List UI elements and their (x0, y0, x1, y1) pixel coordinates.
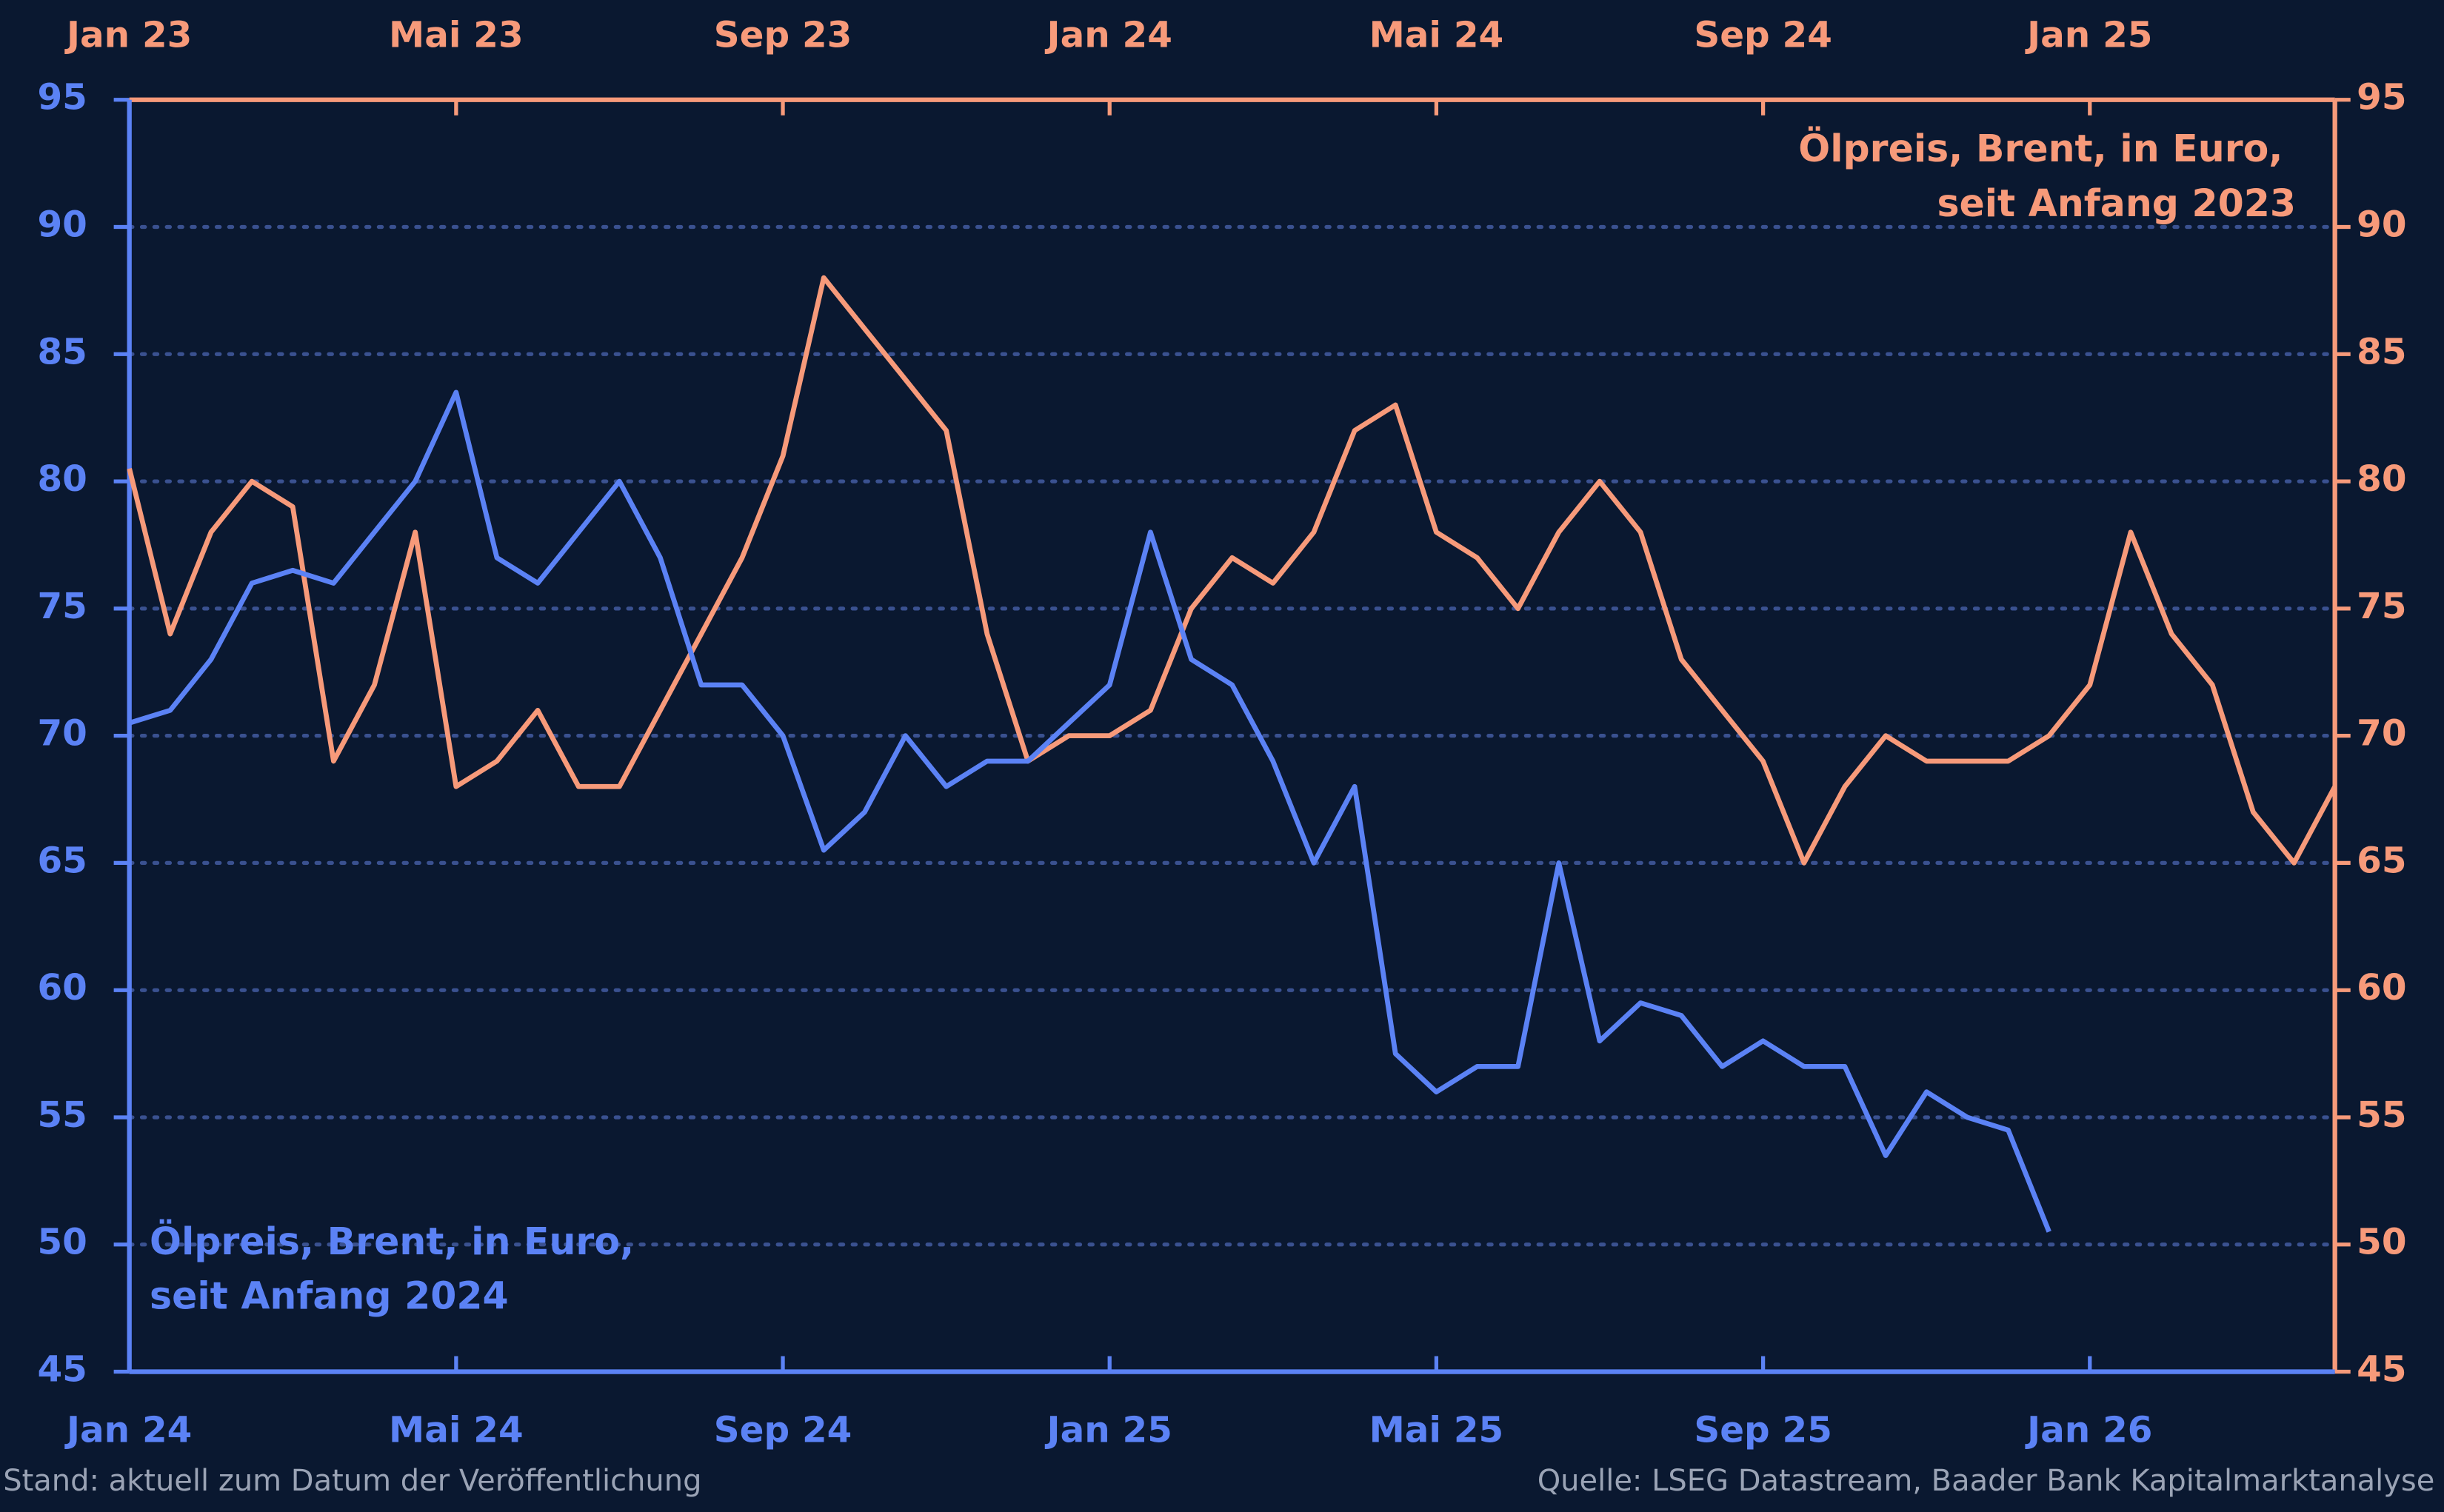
x2-tick-label: Sep 24 (1694, 15, 1832, 56)
x-tick-label: Sep 25 (1694, 1410, 1832, 1451)
x2-tick-label: Jan 23 (64, 15, 192, 56)
y2-tick-label: 75 (2357, 586, 2406, 627)
x2-tick-label: Mai 24 (1369, 15, 1504, 56)
y2-tick-label: 95 (2357, 77, 2406, 118)
x-tick-label: Jan 25 (1045, 1410, 1172, 1451)
y2-tick-label: 50 (2357, 1222, 2406, 1263)
y2-tick-label: 70 (2357, 713, 2406, 755)
y2-tick-label: 65 (2357, 840, 2406, 881)
y2-tick-label: 90 (2357, 204, 2406, 246)
series-line (128, 389, 2051, 1233)
y-tick-label: 55 (37, 1094, 87, 1136)
y2-tick-label: 60 (2357, 967, 2406, 1008)
footer-left: Stand: aktuell zum Datum der Veröffentli… (3, 1464, 701, 1498)
series-label: Ölpreis, Brent, in Euro, seit Anfang 202… (150, 1219, 647, 1317)
y-tick-label: 75 (37, 586, 87, 627)
y2-tick-label: 45 (2357, 1349, 2406, 1391)
x-tick-label: Mai 25 (1369, 1410, 1504, 1451)
x-tick-label: Sep 24 (714, 1410, 852, 1451)
series-line (127, 275, 2337, 866)
x2-tick-label: Sep 23 (714, 15, 852, 56)
x2-tick-label: Mai 23 (389, 15, 524, 56)
y-tick-label: 90 (37, 204, 87, 246)
y2-tick-label: 55 (2357, 1094, 2406, 1136)
x-tick-label: Jan 24 (64, 1410, 192, 1451)
footer-right: Quelle: LSEG Datastream, Baader Bank Kap… (1537, 1464, 2435, 1498)
y-tick-label: 70 (37, 713, 87, 755)
y-tick-label: 65 (37, 840, 87, 881)
y-tick-label: 80 (37, 458, 87, 500)
x-tick-label: Jan 26 (2025, 1410, 2152, 1451)
x2-tick-label: Jan 25 (2025, 15, 2152, 56)
y-tick-label: 50 (37, 1222, 87, 1263)
y-tick-label: 95 (37, 77, 87, 118)
y2-tick-label: 80 (2357, 458, 2406, 500)
y-tick-label: 85 (37, 331, 87, 372)
y-tick-label: 45 (37, 1349, 87, 1391)
x2-tick-label: Jan 24 (1045, 15, 1172, 56)
y2-tick-label: 85 (2357, 331, 2406, 372)
series-label: Ölpreis, Brent, in Euro, seit Anfang 202… (1798, 127, 2296, 225)
x-tick-label: Mai 24 (389, 1410, 524, 1451)
y-tick-label: 60 (37, 967, 87, 1008)
